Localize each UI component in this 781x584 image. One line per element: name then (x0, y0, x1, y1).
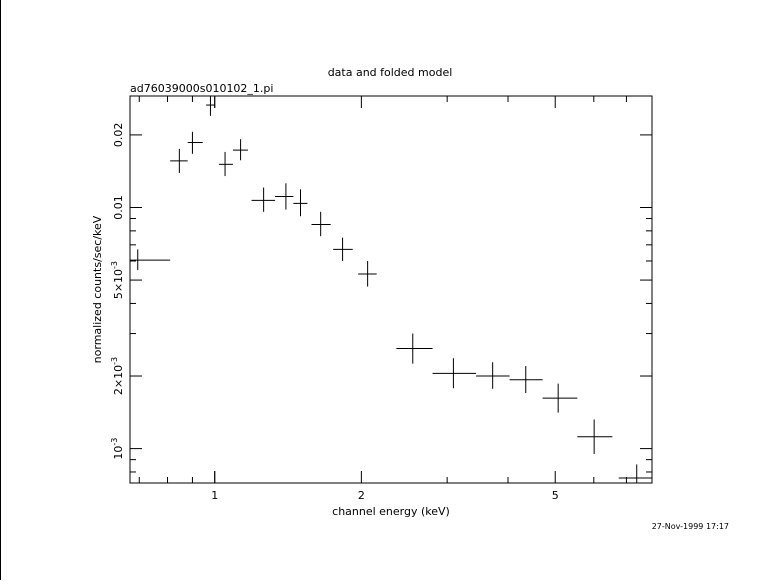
y-axis-tick-labels: 10-3 2×10-3 5×10-3 0.01 0.02 (110, 123, 125, 460)
data-point (311, 211, 331, 237)
data-point (396, 333, 433, 364)
window-edge (0, 0, 1, 580)
data-point (170, 148, 188, 174)
data-point (293, 189, 308, 217)
data-point (275, 183, 294, 210)
x-tick-label: 2 (358, 489, 365, 502)
data-points (130, 96, 652, 483)
data-point (251, 187, 276, 212)
x-axis-tick-labels: 1 2 5 (211, 489, 558, 502)
data-point (577, 419, 613, 454)
data-point (476, 362, 510, 389)
data-point (432, 358, 477, 389)
chart-subtitle: ad76039000s010102_1.pi (130, 82, 273, 95)
y-tick-label: 0.01 (112, 195, 125, 220)
data-point (187, 131, 203, 154)
x-tick-label: 5 (552, 489, 559, 502)
plot-frame (129, 95, 653, 484)
chart-title: data and folded model (328, 66, 453, 79)
data-point (358, 260, 377, 287)
y-axis-label: normalized counts/sec/keV (91, 215, 104, 363)
y-tick-label: 5×10-3 (110, 261, 125, 299)
x-axis-label: channel energy (keV) (332, 505, 450, 518)
data-point (333, 237, 353, 261)
data-point (509, 366, 543, 394)
y-axis-ticks (130, 134, 652, 473)
data-point (218, 151, 233, 177)
data-point (206, 96, 215, 116)
y-tick-label: 2×10-3 (110, 357, 125, 395)
x-axis-ticks (138, 96, 627, 483)
x-tick-label: 1 (211, 489, 218, 502)
data-point (130, 249, 171, 271)
y-tick-label: 10-3 (110, 438, 125, 460)
y-tick-label: 0.02 (112, 123, 125, 148)
data-point (542, 383, 578, 413)
timestamp: 27-Nov-1999 17:17 (652, 522, 729, 531)
data-point (232, 139, 248, 161)
data-point (618, 464, 652, 483)
